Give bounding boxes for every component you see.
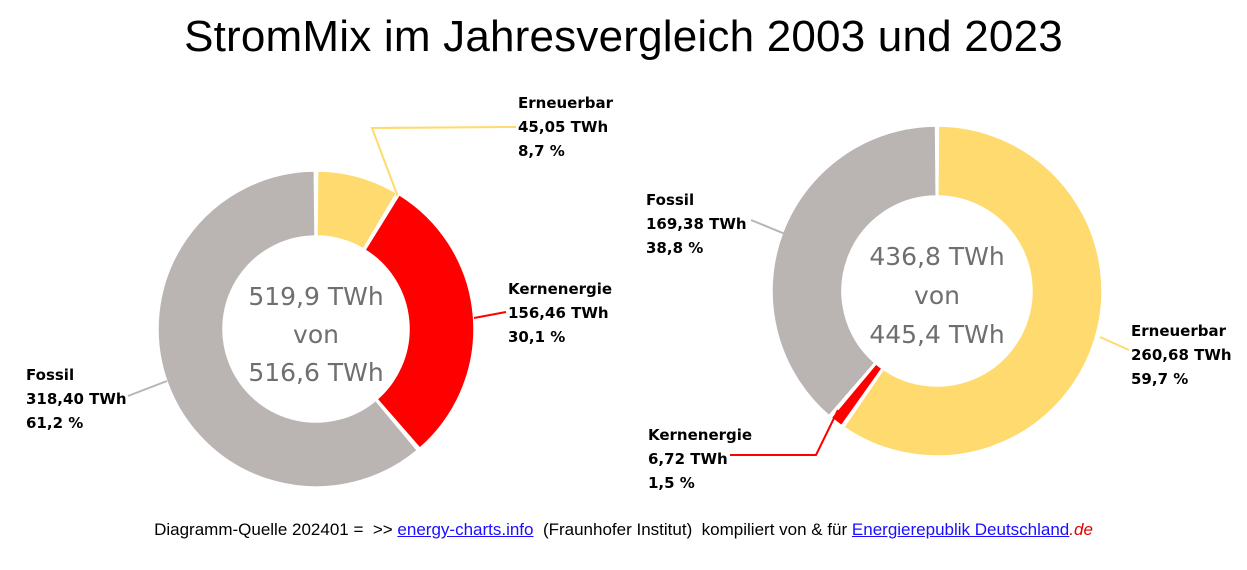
donut-2003-slice-erneuerbar [316,170,398,250]
donut-2023-label-kernenergie-name: Kernenergie [648,426,752,444]
donut-2023-label-kernenergie-percent: 1,5 % [648,474,695,492]
donut-2003-label-fossil-value: 318,40 TWh [26,390,127,408]
donut-2023-label-erneuerbar-percent: 59,7 % [1131,370,1188,388]
donut-2023-leader-fossil [750,219,791,237]
footer-middle: (Fraunhofer Institut) kompiliert von & f… [533,520,852,539]
donut-2003-leader-kernenergie [473,311,507,319]
donut-2003-label-kernenergie-percent: 30,1 % [508,328,565,346]
donut-2003-slice-fossil [157,170,419,488]
donut-2003-label-erneuerbar-value: 45,05 TWh [518,118,608,136]
donut-2003-center-text-0: 519,9 TWh [248,282,383,311]
donut-2003-label-kernenergie-value: 156,46 TWh [508,304,609,322]
donut-2023-label-erneuerbar-value: 260,68 TWh [1131,346,1232,364]
donut-2023-leader-erneuerbar [1099,336,1130,351]
donut-2003-label-kernenergie-name: Kernenergie [508,280,612,298]
donut-2023-label-fossil-name: Fossil [646,191,694,209]
donut-2023-center-text-0: 436,8 TWh [869,242,1004,271]
donut-2023-label-fossil-value: 169,38 TWh [646,215,747,233]
donut-2003-label-fossil-name: Fossil [26,366,74,384]
donut-2023-center-text-1: von [914,281,960,310]
footer-suffix: .de [1069,520,1093,539]
donut-2023-label-kernenergie-value: 6,72 TWh [648,450,728,468]
donut-2023-center-text-2: 445,4 TWh [869,320,1004,349]
donut-2003-center-text-2: 516,6 TWh [248,358,383,387]
source-footer: Diagramm-Quelle 202401 = >> energy-chart… [0,520,1247,540]
chart-title: StromMix im Jahresvergleich 2003 und 202… [184,12,1063,61]
donut-2023-label-erneuerbar-name: Erneuerbar [1131,322,1227,340]
donut-2003-label-erneuerbar-percent: 8,7 % [518,142,565,160]
donut-2003-leader-erneuerbar [370,126,517,198]
donut-2023-slice-erneuerbar [842,125,1103,457]
footer-prefix: Diagramm-Quelle 202401 = >> [154,520,398,539]
energy-charts-link[interactable]: energy-charts.info [397,520,534,539]
donut-2003-center-text-1: von [293,320,339,349]
energierepublik-link[interactable]: Energierepublik Deutschland [851,520,1070,539]
donut-2023-slice-kernenergie [830,362,884,427]
donut-2003-label-fossil-percent: 61,2 % [26,414,83,432]
donut-2003-leader-fossil [127,380,168,397]
donut-2023-slice-fossil [771,125,937,417]
donut-2003-label-erneuerbar-name: Erneuerbar [518,94,614,112]
donut-2023-label-fossil-percent: 38,8 % [646,239,703,257]
donut-2003-slice-kernenergie [363,193,475,450]
donut-2023-leader-kernenergie [730,409,839,456]
